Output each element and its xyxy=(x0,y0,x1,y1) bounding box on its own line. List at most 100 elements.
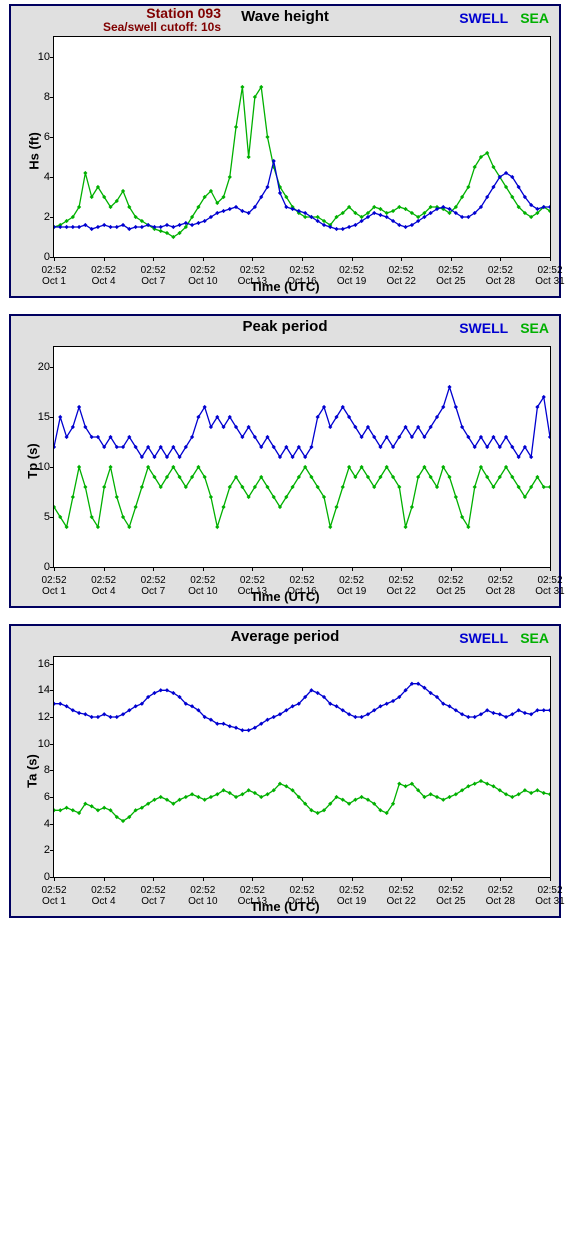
y-tick-label: 0 xyxy=(26,251,50,263)
legend-swell: SWELL xyxy=(459,10,508,26)
x-tick-label: 02:52Oct 19 xyxy=(337,265,366,287)
swell-series xyxy=(54,385,550,459)
y-tick-label: 2 xyxy=(26,211,50,223)
x-tick-label: 02:52Oct 31 xyxy=(535,575,564,597)
y-tick-label: 4 xyxy=(26,171,50,183)
x-tick-mark xyxy=(352,877,353,881)
x-tick-mark xyxy=(500,257,501,261)
x-tick-label: 02:52Oct 22 xyxy=(386,265,415,287)
x-tick-label: 02:52Oct 22 xyxy=(386,885,415,907)
station-cutoff: Sea/swell cutoff: 10s xyxy=(41,21,221,34)
x-tick-mark xyxy=(550,567,551,571)
x-tick-mark xyxy=(153,877,154,881)
legend-sea: SEA xyxy=(520,630,549,646)
x-tick-mark xyxy=(104,257,105,261)
x-tick-mark xyxy=(252,257,253,261)
x-tick-label: 02:52Oct 4 xyxy=(91,575,116,597)
x-tick-mark xyxy=(500,877,501,881)
series-svg xyxy=(54,657,550,877)
x-tick-mark xyxy=(352,567,353,571)
station-name: Station 093 xyxy=(41,6,221,21)
legend-swell: SWELL xyxy=(459,320,508,336)
y-tick-label: 0 xyxy=(26,561,50,573)
x-tick-label: 02:52Oct 10 xyxy=(188,575,217,597)
x-tick-mark xyxy=(252,877,253,881)
y-tick-label: 14 xyxy=(26,684,50,696)
x-tick-label: 02:52Oct 22 xyxy=(386,575,415,597)
chart-header: Peak period SWELL SEA xyxy=(11,316,559,346)
y-tick-label: 5 xyxy=(26,511,50,523)
x-tick-mark xyxy=(401,877,402,881)
y-tick-label: 12 xyxy=(26,711,50,723)
x-tick-mark xyxy=(104,567,105,571)
x-tick-mark xyxy=(550,257,551,261)
x-tick-label: 02:52Oct 25 xyxy=(436,885,465,907)
x-tick-label: 02:52Oct 19 xyxy=(337,885,366,907)
sea-series xyxy=(54,779,550,823)
x-tick-label: 02:52Oct 19 xyxy=(337,575,366,597)
x-tick-mark xyxy=(54,877,55,881)
legend-swell: SWELL xyxy=(459,630,508,646)
x-tick-label: 02:52Oct 1 xyxy=(41,265,66,287)
x-tick-mark xyxy=(203,567,204,571)
y-tick-label: 16 xyxy=(26,658,50,670)
plot-area: 024681012141602:52Oct 102:52Oct 402:52Oc… xyxy=(53,656,551,878)
x-axis-label: Time (UTC) xyxy=(250,899,319,914)
x-tick-label: 02:52Oct 10 xyxy=(188,265,217,287)
x-tick-mark xyxy=(500,567,501,571)
y-axis-label: Hs (ft) xyxy=(26,132,41,170)
chart-panel: Average periodSWELLSEA024681012141602:52… xyxy=(9,624,561,918)
x-axis-label: Time (UTC) xyxy=(250,589,319,604)
legend: SWELL SEA xyxy=(459,630,549,646)
x-tick-mark xyxy=(153,567,154,571)
chart-panel: Station 093Sea/swell cutoff: 10sWave hei… xyxy=(9,4,561,298)
x-tick-mark xyxy=(352,257,353,261)
legend: SWELL SEA xyxy=(459,320,549,336)
legend-sea: SEA xyxy=(520,10,549,26)
swell-series xyxy=(54,159,550,231)
x-tick-mark xyxy=(104,877,105,881)
chart-title: Peak period xyxy=(242,318,327,335)
plot-area: 0510152002:52Oct 102:52Oct 402:52Oct 702… xyxy=(53,346,551,568)
y-axis-label: Ta (s) xyxy=(24,754,39,788)
y-tick-label: 20 xyxy=(26,361,50,373)
x-tick-label: 02:52Oct 31 xyxy=(535,265,564,287)
y-tick-label: 8 xyxy=(26,91,50,103)
x-tick-label: 02:52Oct 31 xyxy=(535,885,564,907)
x-tick-mark xyxy=(252,567,253,571)
x-tick-label: 02:52Oct 25 xyxy=(436,265,465,287)
x-tick-label: 02:52Oct 7 xyxy=(141,265,166,287)
x-tick-label: 02:52Oct 1 xyxy=(41,885,66,907)
series-svg xyxy=(54,347,550,567)
chart-header: Station 093Sea/swell cutoff: 10sWave hei… xyxy=(11,6,559,36)
x-tick-mark xyxy=(550,877,551,881)
x-tick-label: 02:52Oct 28 xyxy=(486,885,515,907)
chart-panel: Peak period SWELL SEA 0510152002:52Oct 102:… xyxy=(9,314,561,608)
legend-sea: SEA xyxy=(520,320,549,336)
x-tick-mark xyxy=(451,567,452,571)
x-tick-mark xyxy=(54,567,55,571)
x-tick-mark xyxy=(54,257,55,261)
x-tick-label: 02:52Oct 4 xyxy=(91,265,116,287)
sea-series xyxy=(54,85,550,239)
x-tick-mark xyxy=(451,877,452,881)
x-tick-mark xyxy=(401,257,402,261)
x-tick-label: 02:52Oct 1 xyxy=(41,575,66,597)
x-axis-label: Time (UTC) xyxy=(250,279,319,294)
y-tick-label: 2 xyxy=(26,844,50,856)
series-svg xyxy=(54,37,550,257)
x-tick-mark xyxy=(203,877,204,881)
x-tick-label: 02:52Oct 25 xyxy=(436,575,465,597)
x-tick-mark xyxy=(302,257,303,261)
x-tick-mark xyxy=(451,257,452,261)
x-tick-mark xyxy=(203,257,204,261)
x-tick-label: 02:52Oct 10 xyxy=(188,885,217,907)
x-tick-label: 02:52Oct 7 xyxy=(141,575,166,597)
x-tick-mark xyxy=(401,567,402,571)
x-tick-label: 02:52Oct 4 xyxy=(91,885,116,907)
y-tick-label: 10 xyxy=(26,738,50,750)
x-tick-label: 02:52Oct 7 xyxy=(141,885,166,907)
y-tick-label: 0 xyxy=(26,871,50,883)
plot-area: 024681002:52Oct 102:52Oct 402:52Oct 702:… xyxy=(53,36,551,258)
swell-series xyxy=(54,682,550,733)
